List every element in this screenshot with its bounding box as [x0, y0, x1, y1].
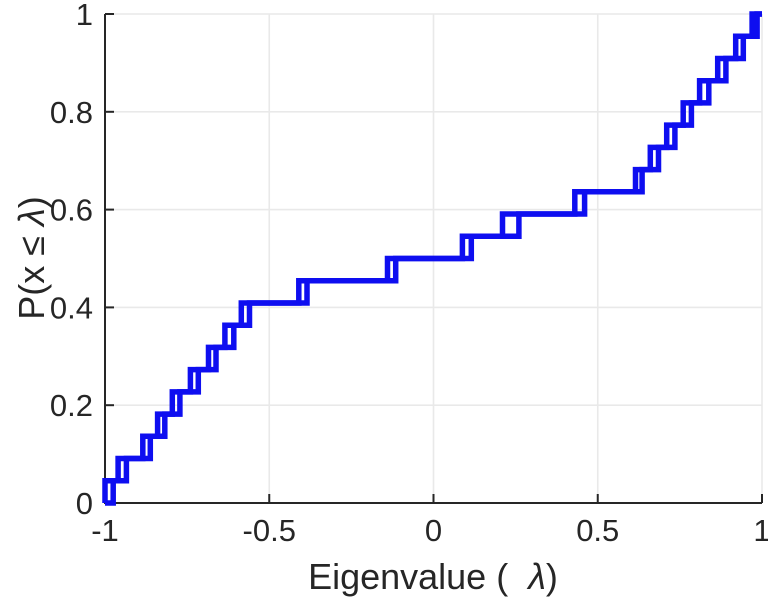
x-tick-label: 1: [753, 513, 768, 548]
y-tick-label: 0.6: [50, 193, 93, 228]
ecdf-curve-2: [105, 11, 762, 506]
x-tick-label: 0: [425, 513, 442, 548]
y-tick-label: 0: [76, 486, 93, 521]
tick-labels: -1 -0.5 0 0.5 1 0 0.2 0.4 0.6 0.8 1: [50, 0, 768, 548]
y-tick-label: 0.2: [50, 388, 93, 423]
x-tick-label: -1: [91, 513, 119, 548]
axis-labels: Eigenvalue ( λ) P(x ≤ λ): [11, 196, 558, 597]
y-tick-label: 0.4: [50, 290, 93, 325]
x-tick-label: 0.5: [576, 513, 619, 548]
ecdf-series: [102, 11, 762, 506]
x-axis-label: Eigenvalue ( λ): [308, 556, 558, 597]
y-axis-label: P(x ≤ λ): [11, 196, 52, 320]
y-tick-label: 0.8: [50, 95, 93, 130]
x-tick-label: -0.5: [243, 513, 296, 548]
y-tick-label: 1: [76, 0, 93, 32]
